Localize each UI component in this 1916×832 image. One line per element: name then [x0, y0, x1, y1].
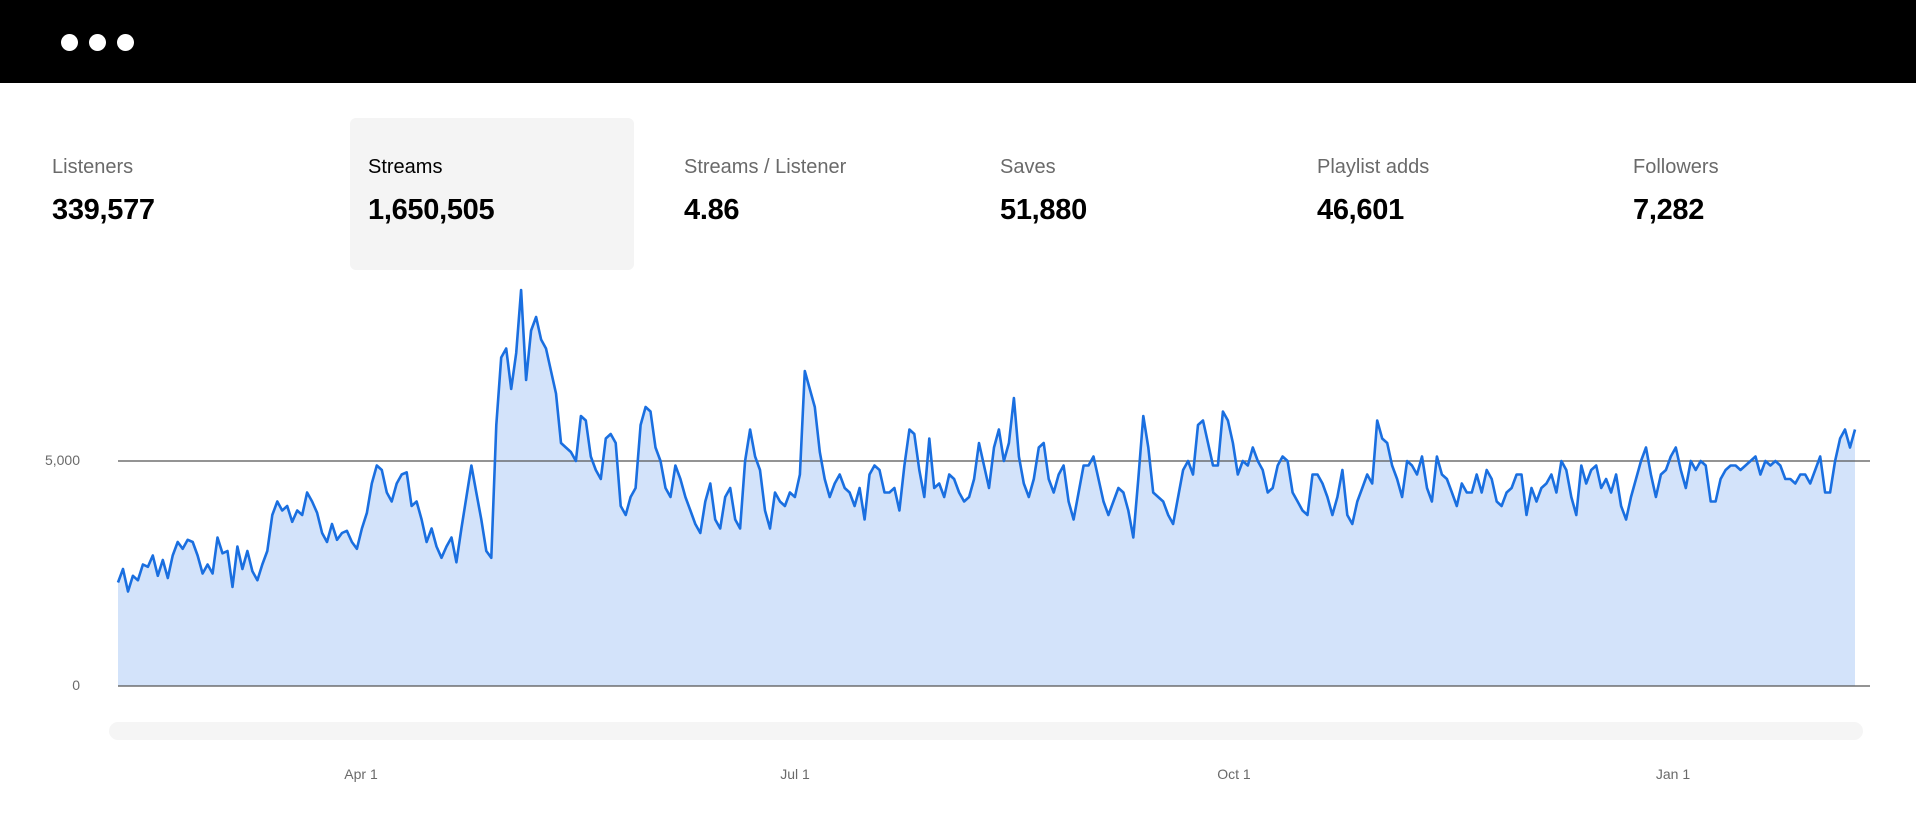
metric-tab-listeners[interactable]: Listeners 339,577 — [52, 118, 336, 270]
window-titlebar — [0, 0, 1916, 83]
metric-tab-streams[interactable]: Streams 1,650,505 — [350, 118, 634, 270]
streams-series-line — [116, 288, 1857, 593]
metric-value: 339,577 — [52, 194, 155, 226]
x-tick-label-jan: Jan 1 — [1655, 766, 1691, 782]
metric-value: 7,282 — [1633, 194, 1705, 226]
x-tick-label-oct: Oct 1 — [1217, 766, 1251, 782]
metric-label: Playlist adds — [1317, 156, 1430, 178]
metric-value: 51,880 — [1000, 194, 1087, 226]
window-close-dot[interactable] — [61, 34, 78, 51]
metric-tab-playlist-adds[interactable]: Playlist adds 46,601 — [1317, 118, 1601, 270]
y-tick-label-5000: 5,000 — [44, 452, 80, 468]
metric-value: 4.86 — [684, 194, 740, 226]
y-tick-label-0: 0 — [72, 677, 80, 693]
chart-scrollbar[interactable] — [109, 722, 1863, 740]
metric-label: Saves — [1000, 156, 1056, 178]
metric-tab-followers[interactable]: Followers 7,282 — [1633, 118, 1916, 270]
metric-label: Followers — [1633, 156, 1719, 178]
x-tick-label-jul: Jul 1 — [780, 766, 810, 782]
metric-label: Listeners — [52, 156, 134, 178]
metric-label: Streams — [368, 156, 443, 178]
window-minimize-dot[interactable] — [89, 34, 106, 51]
metric-label: Streams / Listener — [684, 156, 847, 178]
metric-tab-saves[interactable]: Saves 51,880 — [1000, 118, 1284, 270]
metric-tab-streams-per-listener[interactable]: Streams / Listener 4.86 — [684, 118, 968, 270]
streams-area-fill — [118, 290, 1855, 686]
window-maximize-dot[interactable] — [117, 34, 134, 51]
x-tick-label-apr: Apr 1 — [344, 766, 378, 782]
metric-value: 46,601 — [1317, 194, 1404, 226]
metric-value: 1,650,505 — [368, 194, 495, 226]
